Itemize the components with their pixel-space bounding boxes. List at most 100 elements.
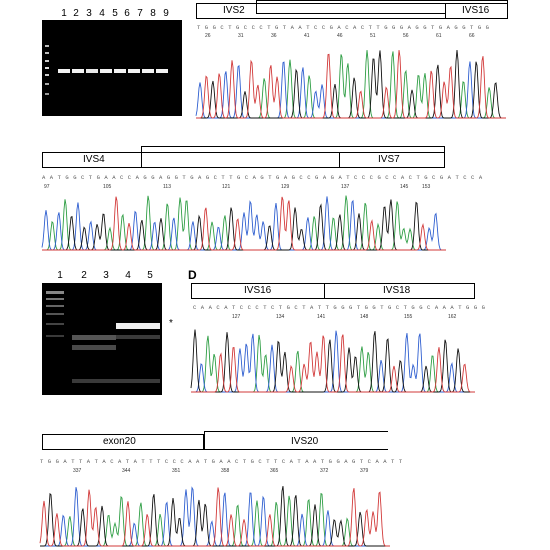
gel1-lane-label: 5	[112, 8, 118, 19]
position-label: 66	[469, 33, 475, 39]
gel1-lane-label: 1	[61, 8, 67, 19]
chromatogram-e	[39, 486, 390, 547]
ladder-band	[46, 323, 64, 325]
position-label: 155	[404, 314, 413, 320]
region-label-ivs18-d: IVS18	[383, 285, 411, 296]
sample-band	[72, 345, 94, 350]
region-box-ivs20: IVS20	[204, 431, 388, 450]
position-label: 113	[163, 184, 171, 190]
gel-bands-2	[46, 291, 160, 383]
chromatogram-d	[190, 329, 475, 393]
sample-band	[86, 69, 98, 73]
position-label: 61	[436, 33, 442, 39]
gel1-lane-label: 7	[137, 8, 143, 19]
position-label: 358	[221, 468, 230, 474]
trace-line	[42, 199, 446, 251]
region-label-ivs4: IVS4	[83, 154, 105, 165]
region-label-exon20: exon20	[103, 436, 136, 447]
position-label: 31	[238, 33, 244, 39]
gel1-lane-label: 9	[163, 8, 169, 19]
gel2-lane-label: 2	[81, 270, 87, 281]
sample-band	[138, 323, 160, 329]
sample-band	[58, 69, 70, 73]
position-label: 365	[270, 468, 279, 474]
sample-band	[128, 69, 140, 73]
gel1-lane-label: 3	[86, 8, 92, 19]
sample-band	[94, 345, 116, 350]
ladder-band	[45, 93, 49, 95]
gel1-lane-label: 2	[73, 8, 79, 19]
position-label: 51	[370, 33, 376, 39]
trace-line	[39, 487, 390, 547]
region-box-ivs16-label: IVS16	[446, 3, 508, 19]
region-label-ivs16-d: IVS16	[244, 285, 272, 296]
trace-line	[40, 486, 390, 547]
position-label: 26	[205, 33, 211, 39]
position-label: 162	[448, 314, 457, 320]
base-calls-e: T G G A T T A T A C A T A T T T C C C A …	[40, 458, 403, 465]
gel-bands-1	[45, 45, 168, 95]
ladder-band	[45, 45, 49, 47]
trace-line	[42, 196, 446, 251]
sample-band	[156, 69, 168, 73]
region-label-ivs7: IVS7	[378, 154, 400, 165]
gel1-lane-label: 4	[99, 8, 105, 19]
region-label-ivs16: IVS16	[462, 5, 490, 16]
gel1-lane-label: 8	[150, 8, 156, 19]
trace-line	[190, 329, 475, 393]
gel2-lane-label: 4	[125, 270, 131, 281]
sample-band	[116, 323, 138, 329]
position-label: 344	[122, 468, 131, 474]
gel2-lane-label: 5	[147, 270, 153, 281]
gel-image-2	[42, 283, 162, 395]
ladder-band	[45, 60, 49, 62]
ladder-band	[46, 291, 64, 294]
region-label-ivs2: IVS2	[223, 5, 245, 16]
position-label: 379	[360, 468, 369, 474]
trace-line	[41, 196, 446, 251]
position-label: 148	[360, 314, 369, 320]
position-label: 41	[304, 33, 310, 39]
region-box-exon20: exon20	[42, 434, 204, 450]
gel-image-1	[42, 20, 182, 116]
base-calls-d: C A A C A T C C C T C T G C T A T T G G …	[193, 304, 486, 311]
ladder-band	[45, 83, 49, 85]
panel-letter-d: D	[188, 268, 197, 282]
gel2-band-marker: *	[169, 318, 173, 329]
base-calls-c: A A T G G C T G A A C C A G G A G G T G …	[42, 174, 483, 181]
region-box-ivs2: IVS2	[196, 3, 446, 19]
position-label: 129	[281, 184, 290, 190]
position-label: 105	[103, 184, 112, 190]
sample-band	[72, 335, 94, 340]
chromatogram-b	[195, 49, 506, 119]
position-label: 141	[317, 314, 326, 320]
ladder-band	[46, 335, 64, 337]
gel2-lane-label: 1	[57, 270, 63, 281]
ladder-band	[46, 305, 64, 307]
position-label: 145	[400, 184, 409, 190]
ladder-band	[46, 298, 64, 300]
trace-line	[42, 195, 446, 251]
trace-line	[191, 334, 475, 393]
sample-band	[100, 69, 112, 73]
position-label: 36	[271, 33, 277, 39]
ladder-band	[45, 52, 49, 54]
ladder-band	[45, 74, 49, 76]
position-label: 134	[276, 314, 285, 320]
position-label: 351	[172, 468, 181, 474]
sample-band	[114, 69, 126, 73]
region-label-ivs20: IVS20	[291, 436, 319, 447]
trace-line	[40, 486, 390, 547]
ladder-band	[45, 67, 49, 69]
position-label: 372	[320, 468, 329, 474]
base-calls-b: T G G C T G C C C T G T A A T C C G A C …	[197, 24, 490, 31]
gel2-lane-label: 3	[103, 270, 109, 281]
position-label: 337	[73, 468, 82, 474]
ladder-band	[46, 313, 64, 315]
gel1-lane-label: 6	[124, 8, 130, 19]
sample-band	[72, 69, 84, 73]
position-label: 121	[222, 184, 231, 190]
sample-band	[142, 69, 154, 73]
sample-band	[116, 335, 138, 339]
